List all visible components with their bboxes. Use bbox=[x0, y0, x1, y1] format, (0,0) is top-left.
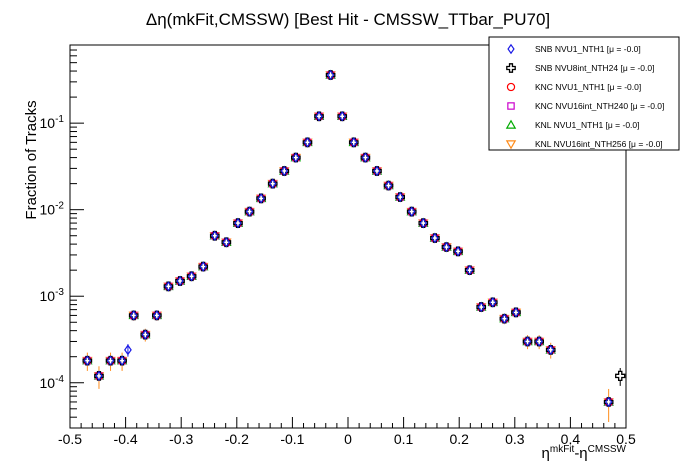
data-point bbox=[442, 241, 451, 253]
data-point bbox=[373, 165, 381, 177]
data-point bbox=[477, 301, 485, 313]
x-tick-label: -0.4 bbox=[114, 431, 138, 447]
data-point bbox=[222, 237, 231, 248]
data-point bbox=[396, 191, 404, 203]
legend-marker bbox=[506, 82, 516, 92]
data-point bbox=[303, 137, 312, 148]
data-point bbox=[361, 152, 370, 163]
legend-box bbox=[488, 36, 680, 151]
data-point bbox=[326, 69, 335, 81]
data-point bbox=[454, 246, 462, 257]
data-point bbox=[280, 165, 288, 177]
legend-marker bbox=[506, 63, 516, 73]
y-tick-label: 10-1 bbox=[40, 114, 65, 131]
legend-marker bbox=[507, 102, 515, 110]
x-axis: -0.5 -0.4 -0.3 -0.2 -0.1 0 0.1 0.2 0.3 0.4 0.5 bbox=[58, 417, 636, 447]
data-point bbox=[130, 310, 138, 321]
data-point bbox=[350, 137, 358, 148]
x-axis-label-sup1: mkFit bbox=[550, 444, 575, 455]
x-tick-label: -0.3 bbox=[169, 431, 193, 447]
data-point bbox=[118, 355, 126, 366]
legend-label: SNB NVU1_NTH1 [μ = -0.0] bbox=[535, 44, 641, 54]
x-tick-label: 0.3 bbox=[505, 431, 525, 447]
x-tick-label: 0.1 bbox=[394, 431, 414, 447]
data-point bbox=[500, 313, 509, 324]
data-point bbox=[153, 310, 161, 321]
data-markers bbox=[82, 69, 626, 408]
data-point bbox=[535, 336, 543, 347]
data-point bbox=[384, 180, 393, 191]
data-point bbox=[124, 344, 132, 356]
y-tick-label: 10-3 bbox=[40, 287, 65, 304]
x-tick-label: -0.1 bbox=[280, 431, 304, 447]
legend-marker bbox=[505, 119, 517, 129]
data-point bbox=[199, 261, 207, 272]
data-point bbox=[176, 275, 184, 287]
data-point bbox=[408, 206, 416, 217]
x-tick-label: 0.4 bbox=[561, 431, 581, 447]
y-tick-label: 10-4 bbox=[40, 374, 65, 391]
data-point bbox=[269, 178, 277, 189]
y-tick-label: 10-2 bbox=[40, 201, 65, 218]
data-point bbox=[292, 152, 300, 163]
legend: SNB NVU1_NTH1 [μ = -0.0] SNB NVU8int_NTH2… bbox=[488, 36, 680, 151]
x-tick-label: -0.5 bbox=[58, 431, 82, 447]
chart-title: Δη(mkFit,CMSSW) [Best Hit - CMSSW_TTbar_… bbox=[146, 10, 550, 29]
legend-label: KNL NVU16int_NTH256 [μ = -0.0] bbox=[535, 139, 663, 149]
legend-label: KNC NVU16int_NTH240 [μ = -0.0] bbox=[535, 101, 664, 111]
x-tick-label: 0.2 bbox=[449, 431, 469, 447]
data-point bbox=[164, 281, 173, 292]
x-axis-label-sup2: CMSSW bbox=[588, 444, 627, 455]
x-axis-label: ηmkFit-ηCMSSW bbox=[542, 444, 627, 462]
data-point bbox=[431, 232, 439, 244]
legend-label: KNC NVU1_NTH1 [μ = -0.0] bbox=[535, 82, 641, 92]
data-point bbox=[465, 264, 474, 276]
data-point bbox=[234, 217, 242, 229]
data-point bbox=[547, 344, 555, 356]
x-tick-label: 0.5 bbox=[616, 431, 636, 447]
data-point bbox=[211, 230, 219, 241]
data-point bbox=[489, 297, 497, 308]
x-axis-label-mid: -η bbox=[574, 445, 587, 462]
data-point bbox=[419, 217, 427, 229]
legend-marker bbox=[505, 140, 517, 150]
data-point bbox=[95, 370, 103, 382]
legend-label: SNB NVU8int_NTH24 [μ = -0.0] bbox=[535, 63, 654, 73]
x-axis-label-base: η bbox=[542, 445, 550, 462]
y-axis: 10-4 10-3 10-2 10-1 bbox=[40, 44, 84, 429]
legend-label: KNL NVU1_NTH1 [μ = -0.0] bbox=[535, 120, 640, 130]
data-point bbox=[615, 370, 626, 382]
data-point bbox=[338, 111, 346, 122]
data-point bbox=[106, 355, 115, 366]
data-point bbox=[512, 307, 520, 318]
data-point bbox=[523, 336, 532, 347]
data-point bbox=[315, 111, 323, 122]
data-point bbox=[257, 193, 265, 204]
x-tick-label: 0 bbox=[344, 431, 352, 447]
data-point bbox=[187, 271, 196, 282]
legend-marker bbox=[507, 43, 515, 55]
data-point bbox=[604, 396, 613, 408]
data-point bbox=[245, 206, 254, 217]
data-point bbox=[141, 329, 149, 340]
data-point bbox=[83, 355, 92, 366]
x-tick-label: -0.2 bbox=[225, 431, 249, 447]
y-axis-label: Fraction of Tracks bbox=[23, 100, 40, 219]
